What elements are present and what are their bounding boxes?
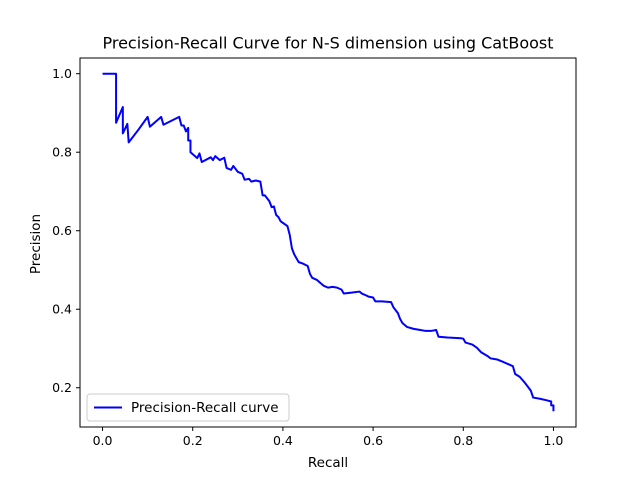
legend-box — [86, 393, 290, 422]
series-line-0 — [102, 72, 555, 412]
y-axis-label: Precision — [28, 214, 44, 274]
chart-title: Precision-Recall Curve for N-S dimension… — [102, 34, 553, 53]
x-tick-label: 0.4 — [273, 433, 293, 448]
y-tick-label: 0.8 — [52, 145, 72, 160]
y-tick-label: 0.6 — [52, 223, 72, 238]
x-tick-label: 0.6 — [363, 433, 383, 448]
x-axis-label: Recall — [308, 455, 348, 471]
y-tick-label: 1.0 — [52, 66, 72, 81]
legend-label: Precision-Recall curve — [131, 400, 279, 416]
plot-area: 0.0 0.2 0.4 0.6 0.8 1.0 0.2 0.4 0.6 0.8 1.0 Precisi… — [52, 57, 577, 448]
y-tick-label: 0.2 — [52, 380, 72, 395]
x-tick-label: 0.0 — [93, 433, 113, 448]
axes-frame — [79, 57, 577, 428]
x-tick-label: 0.2 — [183, 433, 203, 448]
legend: Precision-Recall curve — [86, 393, 290, 422]
x-tick-label: 0.8 — [453, 433, 473, 448]
x-tick-label: 1.0 — [544, 433, 564, 448]
y-tick-label: 0.4 — [52, 302, 72, 317]
